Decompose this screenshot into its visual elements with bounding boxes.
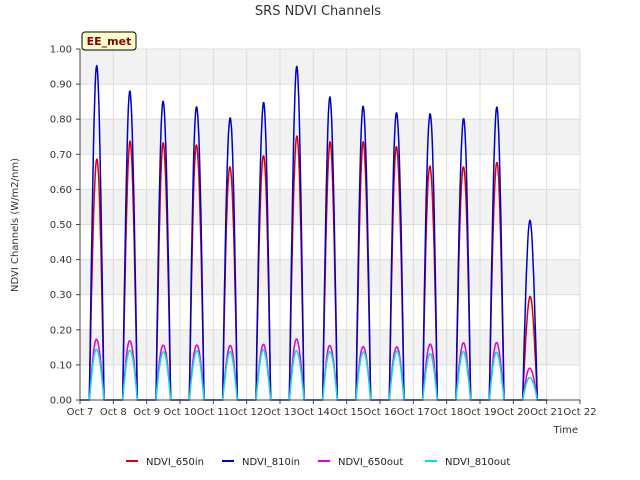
- x-tick-label: Oct 22: [563, 407, 596, 418]
- y-tick-label: 1.00: [50, 45, 72, 56]
- x-tick-label: Oct 7: [67, 407, 94, 418]
- x-tick-label: Oct 20: [497, 407, 530, 418]
- y-tick-label: 0.40: [50, 255, 72, 266]
- y-tick-label: 0.00: [50, 396, 72, 407]
- badge-box: [81, 31, 137, 51]
- x-tick-label: Oct 13: [263, 407, 296, 418]
- background-band: [80, 49, 580, 85]
- x-tick-label: Oct 15: [330, 407, 363, 418]
- y-tick-labels: 0.00 0.10 0.20 0.30 0.40 0.50 0.60 0.70 0.80 0.90…: [50, 45, 80, 407]
- x-tick-label: Oct 9: [133, 407, 160, 418]
- y-tick-label: 0.50: [50, 220, 72, 231]
- x-tick-label: Oct 11: [197, 407, 230, 418]
- background-band: [80, 119, 580, 155]
- y-tick-label: 0.80: [50, 115, 72, 126]
- background-band: [80, 329, 580, 365]
- x-tick-label: Oct 16: [363, 407, 396, 418]
- y-tick-label: 0.10: [50, 360, 72, 371]
- badge-label: EE_met: [87, 35, 132, 48]
- legend-label: NDVI_650in: [146, 457, 204, 468]
- x-tick-label: Oct 21: [530, 407, 563, 418]
- x-tick-label: Oct 17: [397, 407, 430, 418]
- x-tick-label: Oct 14: [297, 407, 330, 418]
- x-tick-label: Oct 18: [430, 407, 463, 418]
- y-tick-label: 0.70: [50, 150, 72, 161]
- station-badge: EE_met: [81, 31, 137, 51]
- x-tick-label: Oct 19: [463, 407, 496, 418]
- background-band: [80, 259, 580, 295]
- x-tick-label: Oct 10: [163, 407, 196, 418]
- y-tick-label: 0.30: [50, 290, 72, 301]
- legend-label: NDVI_650out: [338, 457, 403, 468]
- y-axis-label: NDVI Channels (W/m2/nm): [10, 158, 21, 292]
- x-tick-labels: Oct 7 Oct 8 Oct 9 Oct 10 Oct 11 Oct 12 Oct 13 O…: [67, 400, 597, 418]
- legend-label: NDVI_810out: [445, 457, 510, 468]
- x-tick-label: Oct 8: [100, 407, 127, 418]
- grid-lines: [79, 48, 581, 401]
- chart-title: SRS NDVI Channels: [255, 4, 381, 19]
- y-tick-label: 0.60: [50, 185, 72, 196]
- legend: NDVI_650in NDVI_810in NDVI_650out NDVI_810o…: [126, 457, 510, 468]
- x-axis-label: Time: [553, 425, 578, 436]
- y-tick-label: 0.90: [50, 80, 72, 91]
- legend-label: NDVI_810in: [242, 457, 300, 468]
- y-tick-label: 0.20: [50, 325, 72, 336]
- background-band: [80, 189, 580, 225]
- x-tick-label: Oct 12: [230, 407, 263, 418]
